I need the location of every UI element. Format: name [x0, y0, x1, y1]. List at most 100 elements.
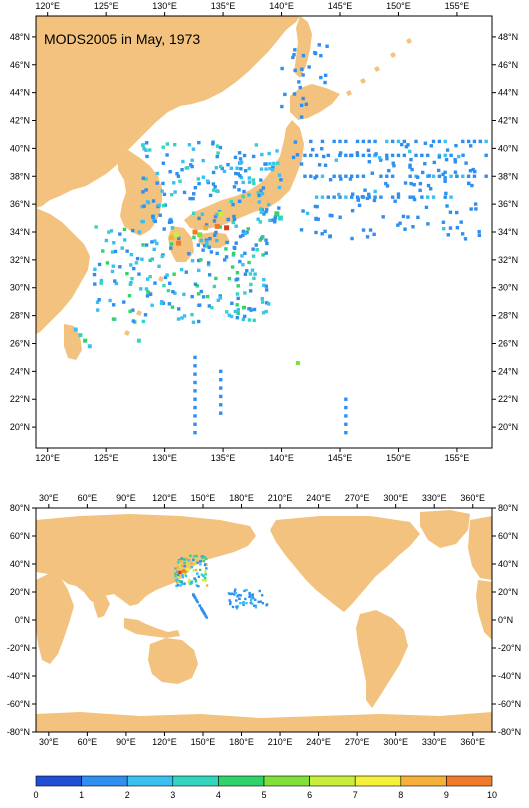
observation-cell	[338, 151, 343, 155]
observation-cell	[218, 164, 223, 169]
observation-cell	[93, 267, 97, 272]
observation-cell	[264, 209, 268, 214]
colorbar-label: 2	[125, 790, 130, 800]
observation-cell	[175, 172, 179, 176]
observation-cell	[344, 195, 348, 199]
observation-cell	[349, 195, 354, 199]
observation-cell	[87, 344, 92, 349]
observation-cell	[193, 380, 197, 385]
lon-tick-label-bottom: 180°E	[229, 737, 254, 747]
observation-cell	[298, 85, 302, 90]
colorbar-segment	[354, 775, 402, 787]
observation-cell	[179, 584, 182, 587]
observation-cell	[385, 153, 389, 158]
observation-cell	[199, 563, 202, 566]
lower-observation-grid	[174, 554, 269, 619]
observation-cell	[181, 574, 184, 577]
observation-cell	[176, 566, 179, 569]
observation-cell	[206, 261, 211, 265]
observation-cell	[367, 160, 372, 164]
observation-cell	[200, 212, 205, 216]
lon-tick-label-top: 360°E	[460, 493, 485, 503]
lon-tick-label-top: 180°E	[229, 493, 254, 503]
observation-cell	[357, 203, 362, 208]
observation-cell	[299, 103, 304, 108]
observation-cell	[135, 256, 140, 261]
observation-cell	[201, 175, 206, 179]
lat-tick-label-left: 44°N	[10, 88, 30, 98]
observation-cell	[178, 559, 182, 563]
observation-cell	[409, 181, 413, 186]
observation-cell	[179, 267, 184, 272]
observation-cell	[190, 565, 193, 569]
korea-peninsula	[118, 150, 162, 236]
observation-cell	[268, 162, 272, 166]
observation-cell	[167, 302, 172, 306]
observation-cell	[316, 217, 320, 221]
colorbar-label: 5	[261, 790, 266, 800]
observation-cell	[141, 319, 146, 324]
observation-cell	[323, 163, 328, 167]
observation-cell	[472, 139, 477, 144]
observation-cell	[295, 360, 300, 365]
observation-cell	[406, 143, 410, 147]
observation-cell	[238, 174, 242, 178]
observation-cell	[180, 564, 184, 567]
observation-cell	[239, 601, 242, 605]
observation-cell	[219, 369, 223, 374]
observation-cell	[73, 327, 78, 332]
observation-cell	[361, 228, 366, 232]
observation-cell	[244, 597, 247, 601]
lon-tick-label-top: 155°E	[445, 1, 470, 11]
observation-cell	[214, 166, 219, 170]
australia	[148, 638, 198, 684]
observation-cell	[300, 67, 304, 71]
lower-landmass	[36, 510, 492, 732]
observation-cell	[260, 296, 264, 301]
observation-cell	[408, 149, 412, 154]
observation-cell	[277, 206, 281, 210]
observation-cell	[192, 558, 195, 561]
observation-cell	[161, 161, 166, 165]
observation-cell	[204, 614, 207, 617]
observation-cell	[235, 303, 239, 307]
observation-cell	[128, 309, 132, 314]
eurasia	[36, 514, 256, 606]
observation-cell	[349, 174, 354, 178]
observation-cell	[249, 594, 252, 597]
colorbar-label: 3	[170, 790, 175, 800]
observation-cell	[442, 227, 446, 231]
lat-tick-label-right: 80°N	[498, 503, 518, 513]
observation-cell	[194, 580, 198, 583]
observation-cell	[411, 225, 415, 229]
observation-cell	[192, 192, 196, 196]
lon-tick-label-top: 125°E	[94, 1, 119, 11]
observation-cell	[461, 139, 465, 144]
observation-cell	[203, 563, 207, 567]
observation-cell	[193, 405, 197, 410]
observation-cell	[429, 144, 434, 148]
observation-cell	[299, 162, 304, 166]
observation-cell	[219, 403, 223, 407]
observation-cell	[361, 174, 366, 178]
lat-tick-label-right: 0°N	[498, 615, 513, 625]
observation-cell	[320, 232, 324, 236]
lat-tick-label-right: 20°N	[498, 422, 518, 432]
observation-cell	[420, 153, 424, 158]
observation-cell	[183, 564, 186, 568]
observation-cell	[253, 604, 256, 608]
observation-cell	[176, 583, 180, 587]
lat-tick-label-left: 46°N	[10, 60, 30, 70]
observation-cell	[150, 240, 154, 244]
observation-cell	[259, 189, 263, 193]
observation-cell	[145, 277, 150, 281]
observation-cell	[144, 141, 149, 145]
observation-cell	[159, 301, 164, 305]
observation-cell	[230, 592, 234, 595]
observation-cell	[250, 268, 255, 272]
lon-tick-label-top: 210°E	[268, 493, 293, 503]
observation-cell	[411, 195, 416, 199]
observation-cell	[238, 597, 241, 600]
observation-cell	[293, 48, 297, 52]
observation-cell	[172, 272, 176, 276]
